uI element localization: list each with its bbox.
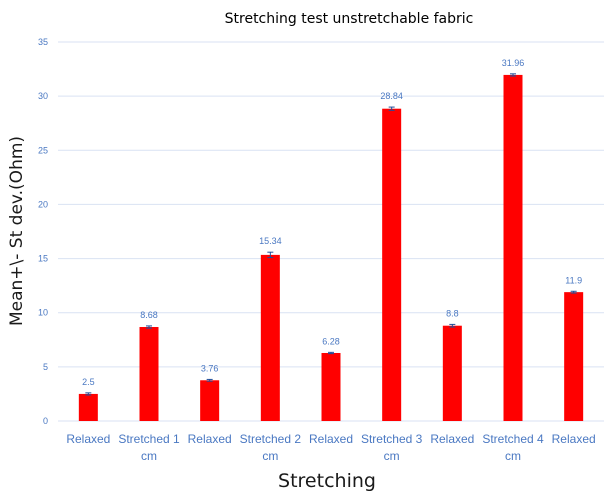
x-axis-title: Stretching xyxy=(278,470,376,492)
y-tick-label: 30 xyxy=(38,91,48,101)
error-bar-7 xyxy=(449,323,456,328)
x-category-label-9: Relaxed xyxy=(552,432,596,446)
y-axis-title: Mean+\- St dev.(Ohm) xyxy=(7,136,27,326)
x-category-label-4: Stretched 2 cm xyxy=(240,432,302,463)
bar-5 xyxy=(321,352,341,421)
data-label-3: 3.76 xyxy=(201,363,219,373)
bar-7 xyxy=(442,325,462,421)
bars xyxy=(78,74,584,421)
error-bar-4 xyxy=(267,251,274,259)
data-label-8: 31.96 xyxy=(502,58,525,68)
bar-9 xyxy=(564,292,584,421)
data-label-4: 15.34 xyxy=(259,236,282,246)
bar-8 xyxy=(503,74,523,421)
error-bar-3 xyxy=(206,378,213,382)
data-label-2: 8.68 xyxy=(140,310,158,320)
y-tick-label: 5 xyxy=(43,362,48,372)
error-bar-1 xyxy=(85,392,92,396)
bar-4 xyxy=(260,254,280,421)
y-tick-label: 0 xyxy=(43,416,48,426)
x-axis-category-labels: Relaxed Stretched 1 cm Relaxed Stretched 2 cm… xyxy=(66,432,595,463)
data-label-5: 6.28 xyxy=(322,336,340,346)
x-category-label-8: Stretched 4 cm xyxy=(482,432,544,463)
x-category-label-3: Relaxed xyxy=(188,432,232,446)
error-bar-5 xyxy=(328,351,334,355)
bar-6 xyxy=(382,108,402,421)
data-label-6: 28.84 xyxy=(380,91,403,101)
x-category-label-7: Relaxed xyxy=(430,432,474,446)
y-tick-label: 25 xyxy=(38,145,48,155)
data-label-9: 11.9 xyxy=(565,275,582,285)
y-tick-label: 20 xyxy=(38,199,48,209)
error-bar-2 xyxy=(146,325,152,329)
chart-title: Stretching test unstretchable fabric xyxy=(225,11,474,27)
bar-2 xyxy=(139,327,159,421)
x-category-label-2: Stretched 1 cm xyxy=(118,432,180,463)
data-labels: 2.5 8.68 3.76 15.34 6.28 28.84 8.8 31.96 11.9 xyxy=(82,58,582,387)
x-category-label-6: Stretched 3 cm xyxy=(361,432,423,463)
y-tick-label: 35 xyxy=(38,37,48,47)
y-tick-label: 15 xyxy=(38,254,48,264)
x-category-label-1: Relaxed xyxy=(66,432,110,446)
data-label-1: 2.5 xyxy=(82,377,95,387)
bar-3 xyxy=(200,380,220,421)
error-bar-9 xyxy=(570,290,577,294)
data-label-7: 8.8 xyxy=(446,308,459,318)
error-bar-8 xyxy=(510,73,516,77)
error-bar-6 xyxy=(388,106,395,111)
bar-1 xyxy=(78,393,98,421)
error-bars xyxy=(85,73,577,396)
y-tick-label: 10 xyxy=(38,308,48,318)
y-axis-tick-labels: 0 5 10 15 20 25 30 35 xyxy=(38,37,48,426)
x-category-label-5: Relaxed xyxy=(309,432,353,446)
